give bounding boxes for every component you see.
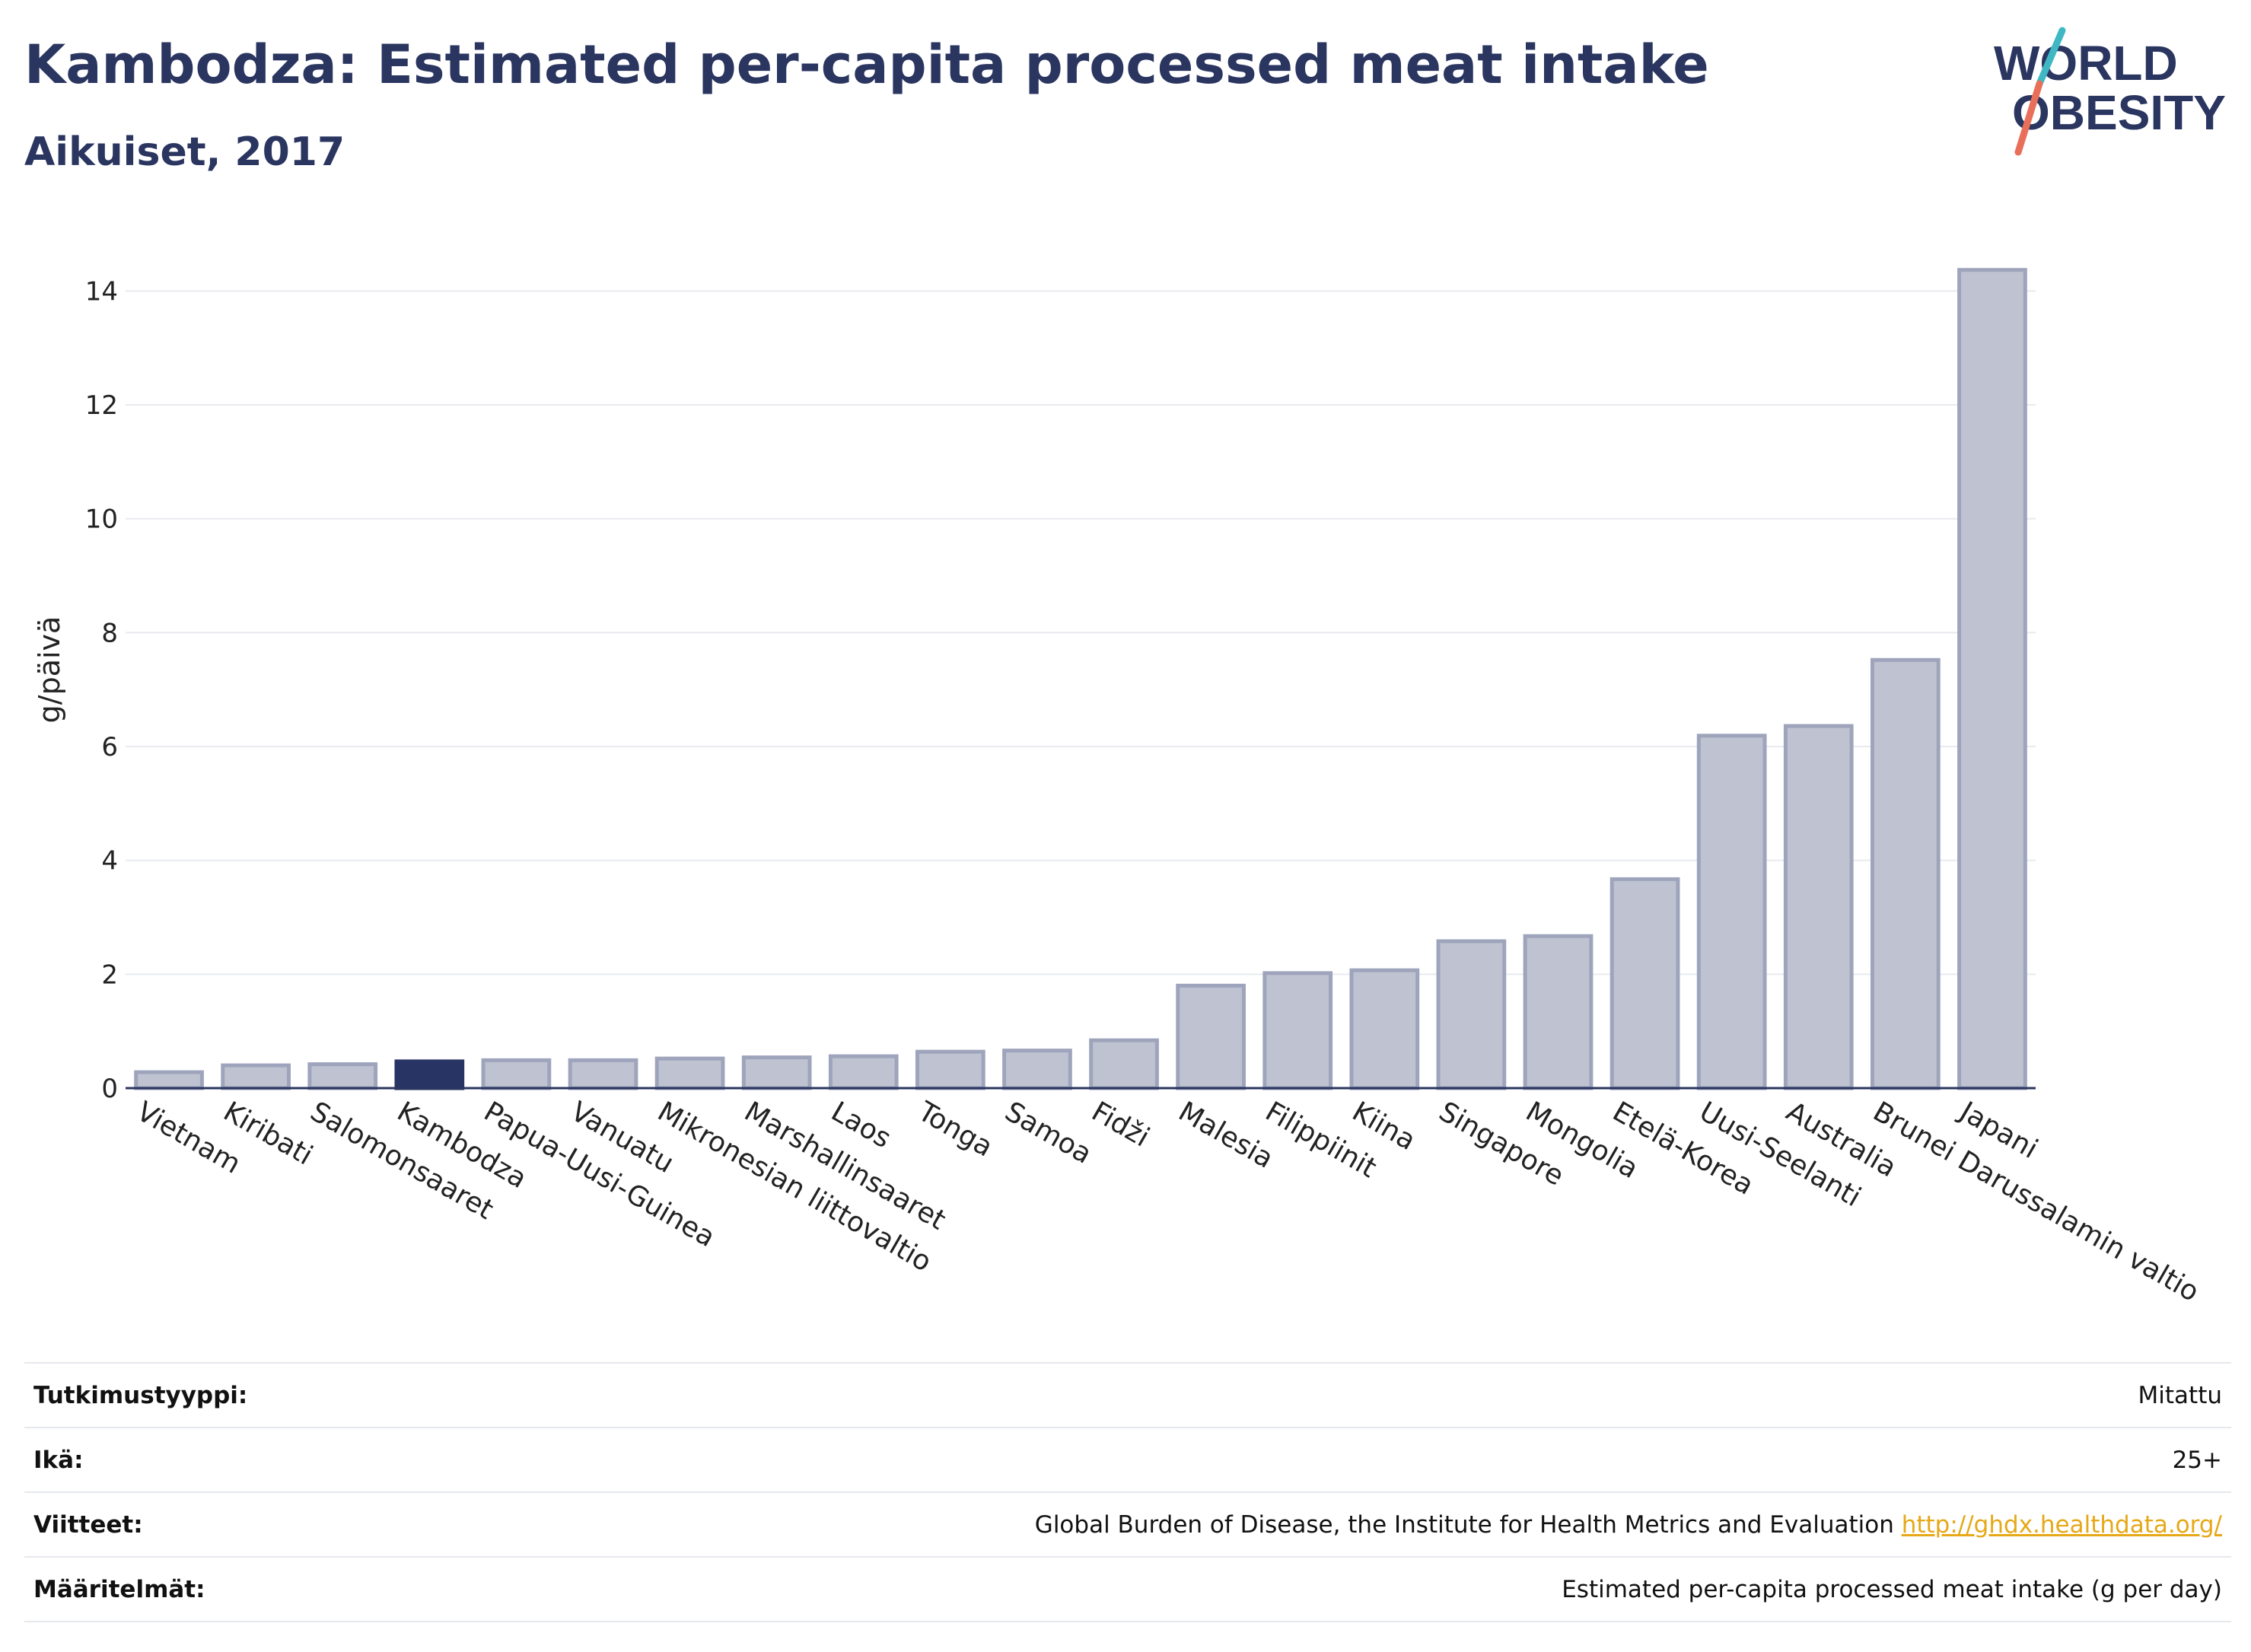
bar [481,1058,552,1090]
bar [654,1056,725,1090]
bar [1262,971,1333,1090]
y-tick-label: 14 [85,276,118,307]
world-obesity-logo: WORLD OBESITY [1994,27,2226,156]
bar [1609,877,1680,1090]
info-value-references: Global Burden of Disease, the Institute … [1035,1511,2222,1539]
y-axis-label: g/päivä [33,616,66,724]
y-tick-label: 10 [85,505,118,535]
info-value: Mitattu [2138,1381,2222,1409]
x-tick-label: Malesia [1173,1096,1278,1175]
info-label: Ikä: [33,1446,84,1474]
info-table: Tutkimustyyppi: Mitattu Ikä: 25+ Viittee… [24,1362,2231,1622]
logo-line-1: WORLD [1994,36,2178,91]
y-tick-label: 12 [85,390,118,421]
bar [1089,1038,1159,1090]
info-label: Viitteet: [33,1510,143,1539]
bar [134,1070,204,1090]
bar [394,1059,465,1090]
info-value: Estimated per-capita processed meat inta… [1562,1575,2222,1603]
bar [915,1049,985,1090]
bar [307,1062,378,1090]
info-row-age: Ikä: 25+ [24,1427,2231,1491]
bar [1871,657,1941,1090]
bar [828,1054,899,1090]
info-label: Määritelmät: [33,1575,205,1603]
bar [1436,939,1507,1090]
info-value: 25+ [2172,1446,2222,1474]
chart-subtitle: Aikuiset, 2017 [24,129,345,175]
bar [1957,268,2027,1090]
bar [1523,934,1594,1090]
bar [1002,1049,1072,1090]
info-row-references: Viitteet: Global Burden of Disease, the … [24,1491,2231,1556]
x-tick-label: Fidži [1087,1096,1155,1153]
y-tick-label: 4 [101,846,118,877]
bar [1696,734,1767,1090]
bar [221,1063,291,1090]
y-tick-label: 0 [101,1074,118,1104]
info-row-definitions: Määritelmät: Estimated per-capita proces… [24,1556,2231,1622]
y-tick-label: 8 [101,618,118,648]
x-tick-label: Brunei Darussalamin valtio [1867,1096,2204,1308]
bar [568,1058,638,1090]
info-label: Tutkimustyyppi: [33,1381,248,1409]
bar [1349,968,1420,1090]
bar [741,1055,812,1090]
info-row-study-type: Tutkimustyyppi: Mitattu [24,1362,2231,1427]
bar [1783,724,1854,1090]
reference-link[interactable]: http://ghdx.healthdata.org/ [1901,1510,2222,1539]
reference-text: Global Burden of Disease, the Institute … [1034,1510,1894,1539]
y-tick-label: 6 [101,732,118,762]
bar-chart: 02468101214g/päiväVietnamKiribatiSalomon… [33,268,2204,1308]
logo-line-2: OBESITY [2012,85,2226,140]
x-tick-label: Samoa [999,1096,1097,1170]
x-tick-label: Tonga [912,1096,998,1163]
bar [1176,983,1246,1090]
y-tick-label: 2 [101,960,118,990]
chart-title: Kambodza: Estimated per-capita processed… [24,33,1709,96]
